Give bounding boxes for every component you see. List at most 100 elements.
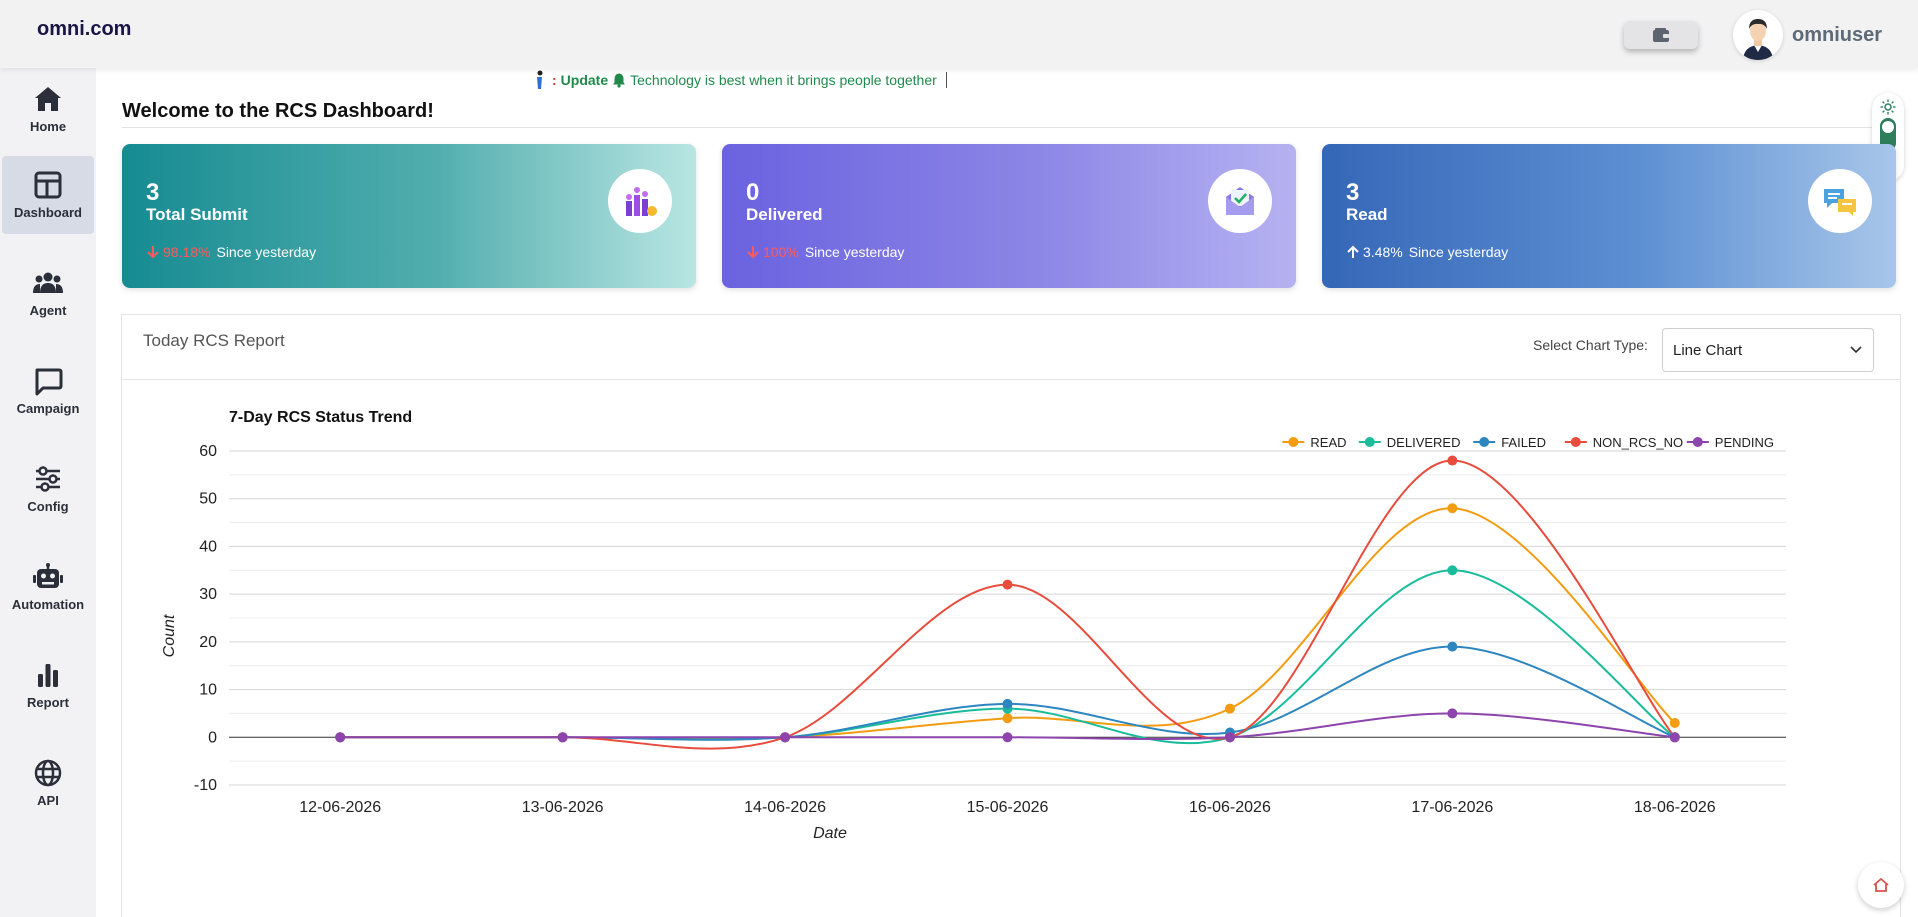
data-point-non-rcs-no[interactable] [1002,579,1013,590]
legend-item-failed[interactable]: FAILED [1501,435,1546,450]
sidebar-item-automation[interactable]: Automation [2,548,94,626]
data-point-read[interactable] [1224,703,1235,714]
sidebar-item-label: Home [29,119,67,134]
bell-icon [613,73,626,88]
data-point-read[interactable] [1447,503,1458,514]
stat-trend: 98.18% Since yesterday [146,244,316,260]
page-title: Welcome to the RCS Dashboard! [122,100,434,122]
stat-trend: 100% Since yesterday [746,244,904,260]
data-point-pending[interactable] [780,732,791,743]
sidebar-item-label: Agent [29,303,67,318]
title-divider [122,127,1898,128]
stat-since: Since yesterday [804,244,905,260]
x-tick-label: 12-06-2026 [299,799,381,816]
series-line-failed [340,645,1676,741]
stat-since: Since yesterday [1408,244,1509,260]
ticker-caret [945,72,947,88]
stat-since: Since yesterday [216,244,317,260]
theme-switch[interactable] [1880,118,1896,151]
home-shortcut-button[interactable] [1858,862,1904,908]
data-point-pending[interactable] [335,732,346,743]
home-icon [35,87,61,111]
stat-label: Read [1346,205,1388,224]
ticker-message: Technology is best when it brings people… [630,72,937,88]
y-tick-label: 60 [199,443,217,460]
x-tick-label: 17-06-2026 [1411,799,1493,816]
sidebar-item-label: Config [27,499,69,514]
bar-chart-icon [38,664,58,687]
submit-chart-icon [608,169,672,233]
legend-marker-read [1288,437,1299,447]
username[interactable]: omniuser [1792,24,1883,46]
sliders-icon [36,466,60,492]
ticker-prefix: : [552,72,557,88]
x-tick-label: 15-06-2026 [967,799,1049,816]
legend-marker-failed [1479,437,1490,447]
y-tick-label: 0 [208,729,217,746]
data-point-pending[interactable] [1447,708,1458,719]
chart-type-select[interactable]: Line Chart [1662,328,1874,372]
data-point-pending[interactable] [1669,732,1680,743]
sidebar-item-label: Campaign [16,401,80,416]
y-tick-label: 20 [199,634,217,651]
legend-item-read[interactable]: READ [1310,435,1346,450]
legend-item-delivered[interactable]: DELIVERED [1387,435,1461,450]
line-chart: 7-Day RCS Status Trend -100102030405060 … [161,409,1786,842]
y-tick-label: 50 [199,491,217,508]
data-point-read[interactable] [1669,717,1680,728]
panel-divider [122,379,1900,380]
sidebar-item-agent[interactable]: Agent [2,254,94,332]
data-point-read[interactable] [1002,713,1013,724]
chat-bubbles-icon [1808,169,1872,233]
x-tick-label: 18-06-2026 [1634,799,1716,816]
wallet-button[interactable] [1624,21,1698,49]
theme-switch-knob [1882,121,1894,133]
series-line-non-rcs-no [340,459,1676,750]
sidebar-item-dashboard[interactable]: Dashboard [2,156,94,234]
stat-label: Delivered [746,205,823,224]
arrow-down-icon [747,246,759,259]
top-header: omni.com omniuser [0,0,1918,68]
ticker-label: Update [560,72,609,88]
arrow-up-icon [1347,245,1359,258]
stat-percent: 3.48% [1363,244,1403,260]
y-tick-label: 30 [199,586,217,603]
y-axis-title: Count [161,614,178,657]
sidebar-item-config[interactable]: Config [2,450,94,528]
sidebar-item-campaign[interactable]: Campaign [2,352,94,430]
x-tick-label: 13-06-2026 [522,799,604,816]
data-point-non-rcs-no[interactable] [1447,455,1458,466]
data-point-pending[interactable] [1224,732,1235,743]
sidebar-item-report[interactable]: Report [2,646,94,724]
data-point-delivered[interactable] [1447,565,1458,576]
robot-icon [33,563,63,588]
legend-marker-non-rcs-no [1570,437,1581,447]
stat-value: 3 [146,179,160,206]
data-point-failed[interactable] [1447,641,1458,652]
chart-legend: READ DELIVERED FAILED NON_RCS_NO PENDING [1282,435,1774,450]
x-axis-ticks: 12-06-2026 13-06-2026 14-06-2026 15-06-2026… [299,799,1716,816]
chart-grid [229,450,1786,786]
data-point-pending[interactable] [1002,732,1013,743]
envelope-icon [1208,169,1272,233]
sidebar: Home Dashboard Agent Campaign Config Aut… [0,68,96,917]
stat-value: 0 [746,179,760,206]
sidebar-item-home[interactable]: Home [2,70,94,148]
stat-label: Total Submit [146,205,248,224]
x-tick-label: 14-06-2026 [744,799,826,816]
y-tick-label: 10 [199,682,217,699]
sidebar-item-api[interactable]: API [2,744,94,822]
legend-marker-pending [1692,437,1703,447]
chart-title: 7-Day RCS Status Trend [229,409,412,426]
data-point-pending[interactable] [557,732,568,743]
sidebar-item-label: Dashboard [14,205,82,220]
avatar-icon [1743,19,1773,60]
app-logo[interactable]: omni.com [37,18,132,40]
legend-item-pending[interactable]: PENDING [1715,435,1774,450]
arrow-down-icon [147,246,159,259]
data-point-failed[interactable] [1002,698,1013,709]
home-outline-icon [1873,877,1889,892]
legend-item-non-rcs-no[interactable]: NON_RCS_NO [1593,435,1683,450]
user-avatar[interactable] [1733,10,1783,60]
message-square-icon [35,368,63,396]
